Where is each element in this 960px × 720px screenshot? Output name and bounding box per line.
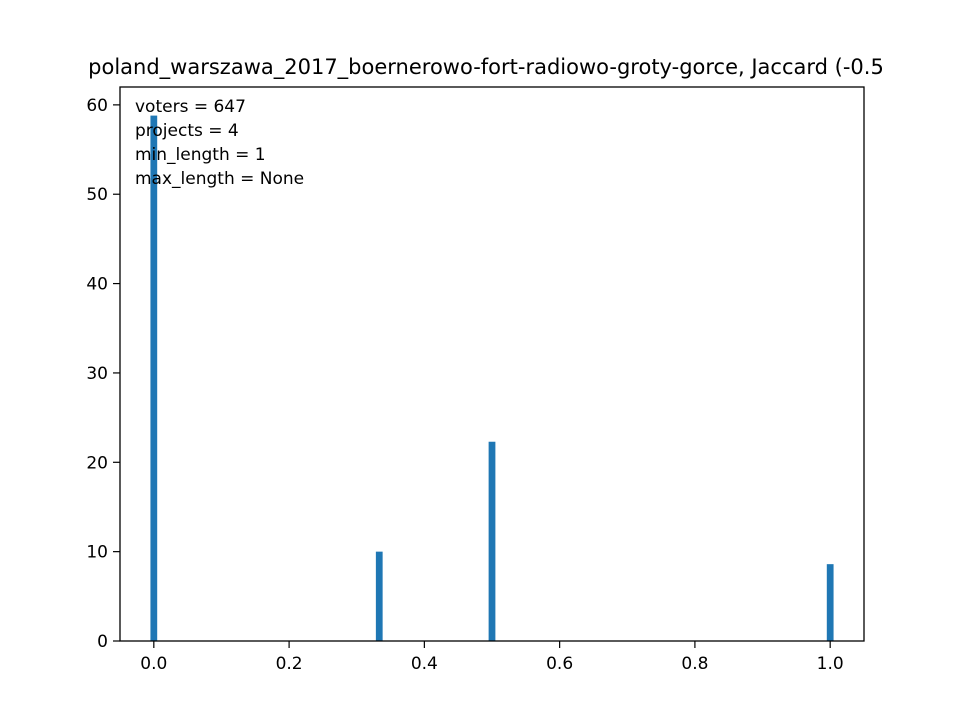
bar-3 bbox=[826, 564, 834, 641]
y-tick-label-6: 60 bbox=[86, 96, 108, 116]
x-tick-label-3: 0.6 bbox=[546, 654, 573, 674]
y-tick-label-5: 50 bbox=[86, 185, 108, 205]
y-tick-label-1: 10 bbox=[86, 543, 108, 563]
y-tick-label-3: 30 bbox=[86, 364, 108, 384]
x-axis: 0.0 0.2 0.4 0.6 0.8 1.0 bbox=[140, 641, 844, 674]
y-tick-label-0: 0 bbox=[97, 632, 108, 652]
y-tick-label-4: 40 bbox=[86, 275, 108, 295]
annotation-line-3: max_length = None bbox=[135, 169, 304, 189]
x-tick-label-4: 0.8 bbox=[681, 654, 708, 674]
annotation-line-2: min_length = 1 bbox=[135, 145, 266, 165]
stats-annotation: voters = 647 projects = 4 min_length = 1 ma… bbox=[135, 97, 304, 189]
chart-title: poland_warszawa_2017_boernerowo-fort-rad… bbox=[88, 55, 884, 80]
bar-2 bbox=[488, 441, 496, 641]
x-tick-label-0: 0.0 bbox=[140, 654, 167, 674]
y-axis: 0 10 20 30 40 50 60 bbox=[86, 96, 120, 652]
bars-layer bbox=[150, 115, 834, 641]
y-tick-label-2: 20 bbox=[86, 453, 108, 473]
bar-0 bbox=[150, 115, 158, 641]
annotation-line-0: voters = 647 bbox=[135, 97, 246, 117]
annotation-line-1: projects = 4 bbox=[135, 121, 239, 141]
x-tick-label-1: 0.2 bbox=[276, 654, 303, 674]
plot-frame bbox=[119, 86, 865, 642]
bar-1 bbox=[375, 551, 383, 641]
x-tick-label-5: 1.0 bbox=[817, 654, 844, 674]
x-tick-label-2: 0.4 bbox=[411, 654, 438, 674]
